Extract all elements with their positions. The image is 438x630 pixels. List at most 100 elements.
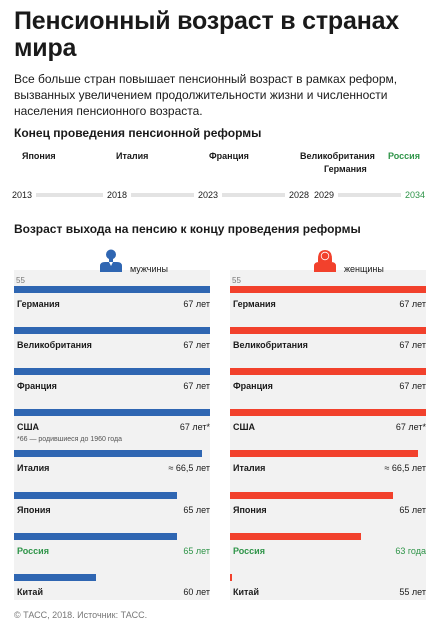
bar-value-label: ≈ 66,5 лет [384,463,426,474]
bar-row: Германия 67 лет [14,286,210,326]
timeline-country: Италия [116,151,149,161]
timeline-segment [131,193,194,197]
bar-women [230,532,361,540]
bar-track [230,573,426,581]
bar-row: Великобритания 67 лет [230,327,426,367]
bar-men [14,573,96,581]
bar-category-label: Италия [233,463,266,474]
bar-row: Италия ≈ 66,5 лет [230,450,426,490]
men-scale-min: 55 [16,276,25,285]
bar-women [230,450,418,458]
bar-women [230,409,426,417]
bar-women [230,491,394,499]
bar-row: Германия 67 лет [230,286,426,326]
bar-row: Япония 65 лет [230,491,426,532]
bar-category-label: Германия [17,299,60,309]
women-column-background [230,270,426,600]
bar-value-label: 67 лет [183,381,210,392]
women-label: женщины [344,264,384,274]
page-title: Пенсионный возраст в странах мира [14,7,400,62]
bar-row: Россия 65 лет [14,532,210,573]
reform-timeline: 2013 2018 2023 2028 2029 2034 Япония Италия Фран… [0,140,438,212]
bar-track [230,327,426,335]
bar-track [14,368,210,376]
bar-track [14,327,210,335]
bar-track [230,409,426,417]
bar-category-label: Великобритания [17,340,92,351]
timeline-country: Россия [388,151,420,161]
bar-category-label: Япония [17,504,51,515]
men-column: мужчины 55 Германия 67 лет Великобритания 6… [14,248,210,600]
bar-value-label: 67 лет* [179,422,210,433]
bar-value-label: ≈ 66,5 лет [168,463,210,474]
bar-track [230,532,426,540]
women-column: женщины 55 Германия 67 лет Великобритания 6… [230,248,426,600]
bar-value-label: 67 лет [183,299,210,309]
timeline-year: 2023 [198,190,219,200]
men-label: мужчины [130,264,168,274]
bar-track [14,532,210,540]
timeline-year: 2034 [405,190,426,200]
bar-category-label: Россия [233,545,265,556]
bar-category-label: Россия [17,545,49,556]
bar-value-label: 67 лет [399,381,426,392]
bar-row: Япония 65 лет [14,491,210,532]
bar-men [14,491,178,499]
bar-women [230,573,232,581]
page-subtitle: Все больше стран повышает пенсионный воз… [14,72,398,118]
bar-value-label: 67 лет [399,299,426,309]
bar-track [14,450,210,458]
bar-track [14,409,210,417]
bar-men [14,532,178,540]
bar-row: Великобритания 67 лет [14,327,210,367]
bar-row: Италия ≈ 66,5 лет [14,450,210,490]
timeline-segment [36,193,103,197]
bar-category-label: Китай [233,586,259,597]
timeline-segment [222,193,285,197]
bar-women [230,327,426,335]
footer-source: © ТАСС, 2018. Источник: ТАСС. [14,610,148,620]
bar-value-label: 65 лет [183,504,210,515]
bar-value-label: 63 года [395,545,426,556]
bar-category-label: Великобритания [233,340,308,351]
timeline-country: Франция [209,151,249,161]
timeline-year: 2028 [289,190,310,200]
bar-track [230,450,426,458]
bar-category-label: США [233,422,256,433]
bar-track [14,286,210,293]
bar-value-label: 65 лет [183,545,210,556]
bar-row: США 67 лет* *66 — родившиеся до 1960 года [14,409,210,449]
timeline-country: Германия [324,164,367,174]
bar-men [14,286,210,293]
timeline-country: Япония [22,151,56,161]
bar-category-label: Франция [17,381,57,392]
chart-title: Возраст выхода на пенсию к концу проведе… [14,222,361,236]
bar-row: Китай 55 лет [230,573,426,614]
bar-category-label: Япония [233,504,267,515]
bar-women [230,286,426,293]
bar-category-label: США [17,422,40,433]
bar-footnote: *66 — родившиеся до 1960 года [17,436,122,444]
bar-men [14,409,210,417]
timeline-year: 2029 [314,190,335,200]
bar-row: Франция 67 лет [230,368,426,408]
timeline-country: Великобритания [300,151,375,161]
man-icon [100,249,122,272]
bar-row: Китай 60 лет [14,573,210,614]
bar-track [230,491,426,499]
bar-track [14,573,210,581]
bar-row: США 67 лет* [230,409,426,449]
bar-row: Россия 63 года [230,532,426,573]
men-column-background [14,270,210,600]
bar-men [14,327,210,335]
timeline-title: Конец проведения пенсионной реформы [14,126,262,140]
bar-value-label: 65 лет [399,504,426,515]
timeline-year: 2018 [107,190,128,200]
bar-category-label: Германия [233,299,276,309]
bar-value-label: 67 лет [399,340,426,351]
bar-track [14,491,210,499]
bar-value-label: 55 лет [399,586,426,597]
bar-row: Франция 67 лет [14,368,210,408]
timeline-segment [338,193,401,197]
bar-track [230,368,426,376]
